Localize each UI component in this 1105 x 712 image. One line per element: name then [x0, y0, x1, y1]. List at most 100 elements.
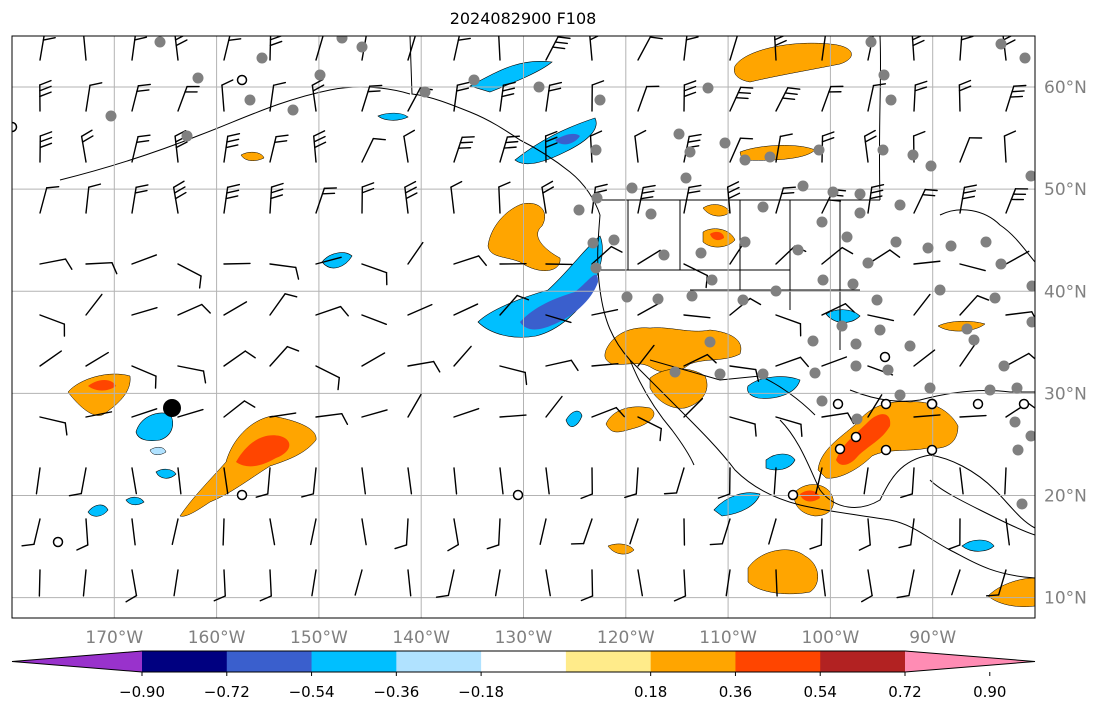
station-marker — [836, 320, 848, 332]
station-marker — [862, 257, 874, 269]
station-marker — [680, 172, 692, 184]
wind-barb — [709, 518, 731, 546]
station-marker — [314, 69, 326, 81]
contour-weak-negative — [149, 447, 167, 455]
station-marker — [419, 86, 431, 98]
station-marker — [925, 160, 937, 172]
station-marker-open — [926, 444, 938, 456]
wind-barb — [947, 518, 961, 550]
wind-barb — [1004, 467, 1007, 495]
wind-barb — [570, 518, 593, 545]
colorbar-tick-label: 0.36 — [719, 683, 752, 701]
wind-barb — [959, 343, 976, 367]
wind-barb — [985, 569, 1007, 597]
contour-positive — [734, 42, 852, 83]
wind-barb — [315, 36, 324, 61]
lon-tick-label: 100°W — [802, 628, 860, 648]
station-marker — [684, 146, 696, 158]
wind-barb — [315, 305, 349, 317]
station-marker — [287, 104, 299, 116]
wind-barb — [39, 131, 53, 163]
wind-barb — [221, 79, 234, 112]
contour-strong-positive — [236, 435, 290, 467]
wind-barb — [591, 309, 619, 316]
wind-barb — [80, 129, 94, 163]
wind-barb — [453, 136, 475, 163]
contour-positive — [747, 549, 818, 595]
contour-strong-negative — [520, 274, 598, 330]
map-area — [12, 36, 1035, 618]
wind-barb — [131, 306, 158, 316]
wind-barb — [498, 181, 511, 214]
lon-tick-label: 110°W — [699, 628, 757, 648]
wind-barb — [269, 81, 287, 112]
station-marker — [850, 338, 862, 350]
station-marker — [702, 82, 714, 94]
station-marker-open — [236, 74, 248, 86]
wind-barb — [683, 80, 697, 112]
station-marker — [847, 278, 859, 290]
station-marker — [968, 334, 980, 346]
wind-barb — [958, 79, 972, 112]
baja-peninsula — [629, 359, 695, 466]
wind-barb — [269, 518, 276, 546]
wind-barb — [499, 467, 504, 495]
station-marker — [995, 38, 1007, 50]
wind-barb — [259, 569, 272, 602]
wind-barb — [821, 356, 848, 367]
wind-barb — [729, 36, 739, 61]
station-marker — [878, 69, 890, 81]
station-marker — [244, 94, 256, 106]
colorbar-bin — [735, 651, 821, 672]
station-marker — [989, 292, 1001, 304]
wind-barb — [131, 184, 149, 214]
lat-tick-label: 60°N — [1044, 78, 1087, 98]
wind-barb — [729, 365, 760, 382]
wind-barb — [683, 36, 699, 61]
wind-barb — [269, 134, 289, 163]
station-marker — [1025, 170, 1035, 182]
station-marker — [995, 258, 1007, 270]
colorbar-bin — [820, 651, 906, 672]
station-marker-open — [12, 121, 18, 133]
station-marker — [945, 240, 957, 252]
wind-barb — [39, 36, 56, 61]
wind-barb — [1005, 352, 1035, 367]
colorbar-tick-label: −0.54 — [289, 683, 335, 701]
longitude-labels: 170°W 160°W 150°W 140°W 130°W 120°W 110°W 100°W… — [85, 628, 956, 648]
wind-barb — [637, 36, 663, 61]
wind-barb — [867, 183, 885, 214]
wind-barb — [959, 467, 964, 495]
station-marker — [922, 242, 934, 254]
station-marker-open — [850, 431, 862, 443]
contour-negative — [469, 60, 553, 93]
wind-barb — [821, 569, 826, 597]
wind-barb — [361, 137, 386, 163]
station-marker — [1009, 416, 1021, 428]
station-marker — [608, 234, 620, 246]
station-marker — [181, 130, 193, 142]
station-marker-open — [1018, 398, 1030, 410]
wind-barb — [499, 365, 528, 386]
lon-tick-label: 130°W — [495, 628, 553, 648]
wind-barb — [39, 79, 52, 112]
station-marker — [719, 137, 731, 149]
contour-strong-positive — [710, 231, 724, 241]
wind-barb — [223, 467, 229, 495]
station-marker — [1012, 444, 1024, 456]
station-marker — [882, 364, 894, 376]
wind-barb — [453, 467, 458, 495]
wind-barb — [729, 416, 757, 437]
wind-barb — [223, 350, 256, 367]
wind-barb — [775, 186, 797, 214]
contour-negative — [514, 117, 597, 164]
wind-barb — [1005, 188, 1029, 214]
station-marker — [737, 294, 749, 306]
wind-barb — [1005, 518, 1010, 546]
wind-barb — [900, 467, 915, 499]
wind-barb — [580, 569, 594, 602]
station-marker — [894, 389, 906, 401]
wind-barb — [911, 36, 925, 61]
wind-barb — [361, 263, 388, 286]
contour-strong-positive — [88, 380, 116, 391]
